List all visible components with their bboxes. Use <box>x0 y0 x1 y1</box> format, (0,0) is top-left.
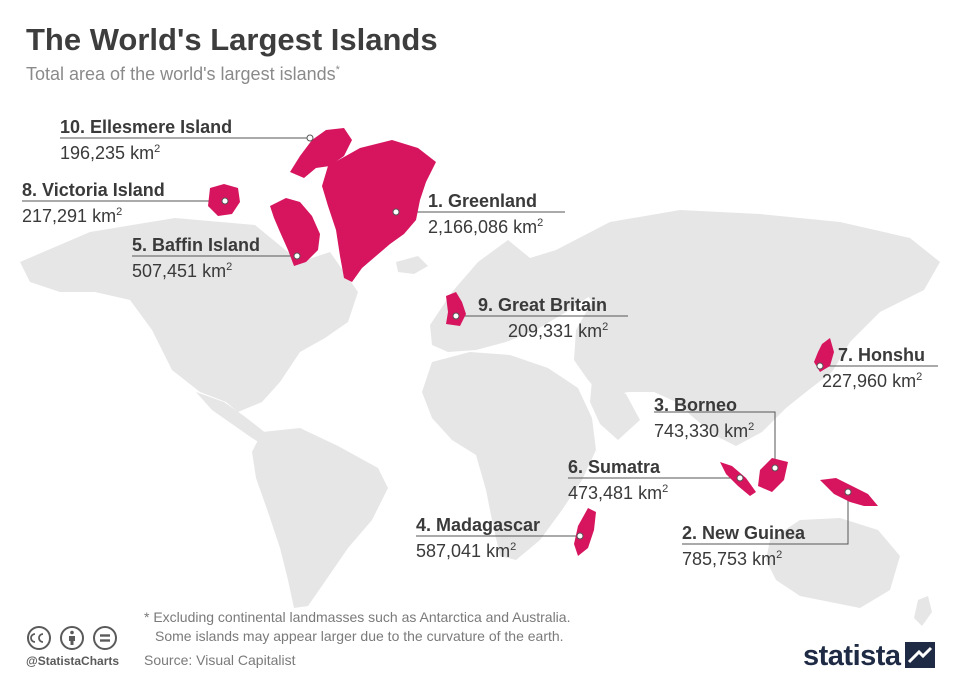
chart-title: The World's Largest Islands <box>26 22 438 57</box>
no-derivatives-icon <box>93 626 117 650</box>
label-greenland: 1. Greenland 2,166,086 km2 <box>428 191 544 237</box>
island-ellesmere <box>290 128 352 178</box>
island-markers <box>221 134 852 540</box>
subtitle-footnote-marker: * <box>335 64 340 76</box>
creative-commons-icons <box>27 626 117 650</box>
marker-madagascar <box>576 532 584 540</box>
island-iceland <box>396 256 428 274</box>
statista-logo: statista <box>803 640 901 672</box>
island-newzealand <box>914 596 932 626</box>
marker-borneo <box>771 464 779 472</box>
leader-new-guinea <box>682 492 849 545</box>
label-borneo: 3. Borneo 743,330 km2 <box>654 395 755 441</box>
label-ellesmere: 10. Ellesmere Island 196,235 km2 <box>60 117 233 163</box>
footnote-line-1: * Excluding continental landmasses such … <box>144 609 571 625</box>
highlighted-islands <box>208 128 878 556</box>
source-note: Source: Visual Capitalist <box>144 652 296 668</box>
marker-victoria <box>221 197 229 205</box>
island-greenland <box>322 140 436 282</box>
continents <box>20 210 940 626</box>
footnote: * Excluding continental landmasses such … <box>144 608 570 646</box>
label-new-guinea: 2. New Guinea 785,753 km2 <box>682 523 806 569</box>
leader-lines <box>22 137 938 545</box>
island-madagascar <box>574 508 596 556</box>
label-sumatra: 6. Sumatra 473,481 km2 <box>568 457 669 503</box>
continent-africa <box>422 352 596 560</box>
statista-logo-icon <box>905 642 935 668</box>
island-borneo <box>758 458 788 492</box>
continent-central-america <box>196 392 276 450</box>
attribution-icon <box>60 626 84 650</box>
marker-greenland <box>392 208 400 216</box>
marker-sumatra <box>736 474 744 482</box>
label-madagascar: 4. Madagascar 587,041 km2 <box>416 515 541 561</box>
leader-borneo <box>654 411 776 468</box>
marker-baffin <box>293 252 301 260</box>
footnote-line-2: Some islands may appear larger due to th… <box>155 628 564 644</box>
continent-south-america <box>252 428 388 608</box>
island-great-britain <box>446 292 466 326</box>
label-baffin: 5. Baffin Island 507,451 km2 <box>132 235 261 281</box>
cc-icon <box>27 626 51 650</box>
chart-subtitle: Total area of the world's largest island… <box>26 64 340 84</box>
marker-great-britain <box>452 312 460 320</box>
label-honshu: 7. Honshu 227,960 km2 <box>822 345 926 391</box>
island-baffin <box>270 198 320 266</box>
label-victoria: 8. Victoria Island 217,291 km2 <box>22 180 165 226</box>
continent-europe <box>430 240 596 352</box>
continent-arabia <box>590 380 640 440</box>
label-great-britain: 9. Great Britain 209,331 km2 <box>478 295 609 341</box>
marker-ellesmere <box>306 134 314 142</box>
social-handle: @StatistaCharts <box>26 654 120 668</box>
marker-honshu <box>816 362 824 370</box>
continent-north-america <box>20 218 358 412</box>
continent-australia <box>766 518 900 608</box>
continent-asia <box>556 210 940 446</box>
marker-new-guinea <box>844 488 852 496</box>
